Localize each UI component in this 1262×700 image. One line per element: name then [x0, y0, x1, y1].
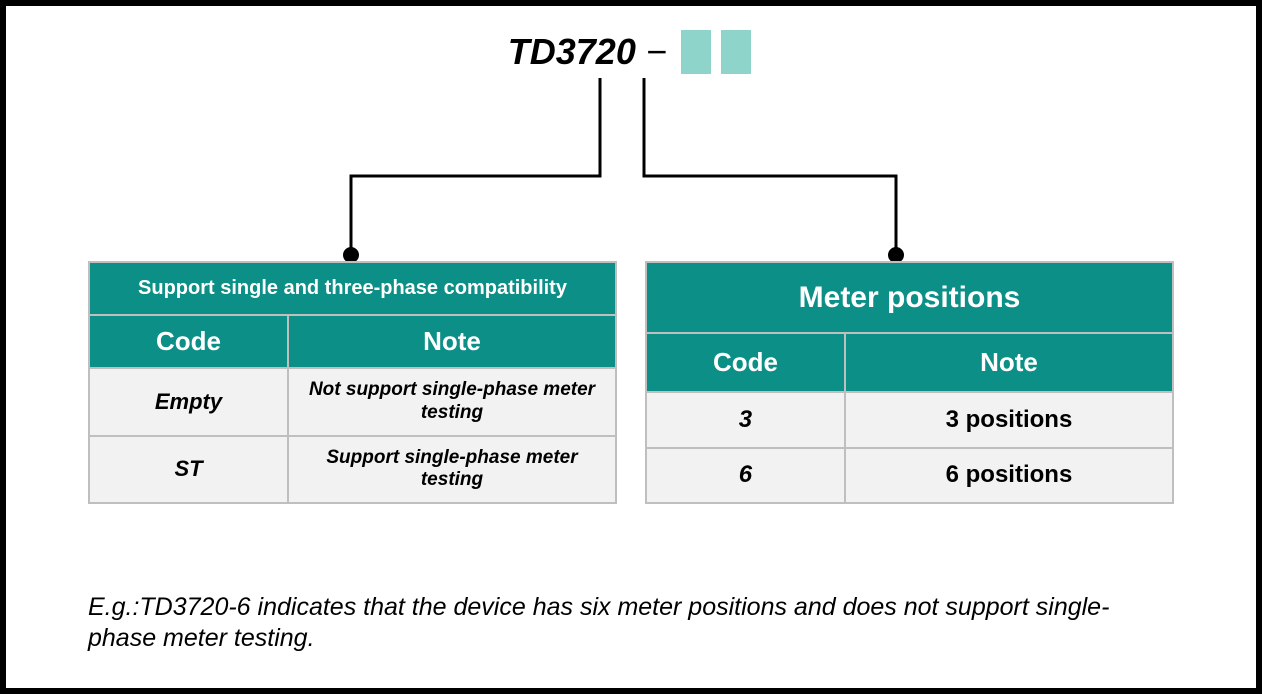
model-header: TD3720 −	[6, 30, 1256, 74]
positions-header-code: Code	[646, 333, 845, 392]
table-row: 3 3 positions	[646, 392, 1173, 448]
placeholder-box-2	[721, 30, 751, 74]
positions-note-cell: 6 positions	[845, 448, 1173, 504]
phase-compat-table: Support single and three-phase compatibi…	[88, 261, 617, 504]
positions-table: Meter positions Code Note 3 3 positions …	[645, 261, 1174, 504]
positions-note-cell: 3 positions	[845, 392, 1173, 448]
table-row: Empty Not support single-phase meter tes…	[89, 368, 616, 436]
phase-note-cell: Not support single-phase meter testing	[288, 368, 616, 436]
positions-header-note: Note	[845, 333, 1173, 392]
table-row: ST Support single-phase meter testing	[89, 436, 616, 504]
placeholder-box-1	[681, 30, 711, 74]
phase-code-cell: Empty	[89, 368, 288, 436]
model-prefix: TD3720	[508, 31, 636, 73]
positions-table-title: Meter positions	[646, 262, 1173, 333]
diagram-frame: TD3720 − Support single and three-phase …	[0, 0, 1262, 694]
positions-code-cell: 6	[646, 448, 845, 504]
phase-code-cell: ST	[89, 436, 288, 504]
positions-code-cell: 3	[646, 392, 845, 448]
phase-table-title: Support single and three-phase compatibi…	[89, 262, 616, 315]
example-note: E.g.:TD3720-6 indicates that the device …	[88, 592, 1174, 655]
phase-header-code: Code	[89, 315, 288, 368]
model-dash: −	[646, 31, 667, 73]
phase-header-note: Note	[288, 315, 616, 368]
phase-note-cell: Support single-phase meter testing	[288, 436, 616, 504]
tables-container: Support single and three-phase compatibi…	[88, 261, 1174, 504]
table-row: 6 6 positions	[646, 448, 1173, 504]
